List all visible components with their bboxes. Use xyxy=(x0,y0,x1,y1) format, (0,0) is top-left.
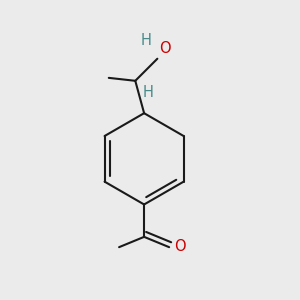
Text: O: O xyxy=(159,41,170,56)
Text: H: H xyxy=(140,33,151,48)
Text: H: H xyxy=(142,85,154,100)
Text: O: O xyxy=(174,239,186,254)
